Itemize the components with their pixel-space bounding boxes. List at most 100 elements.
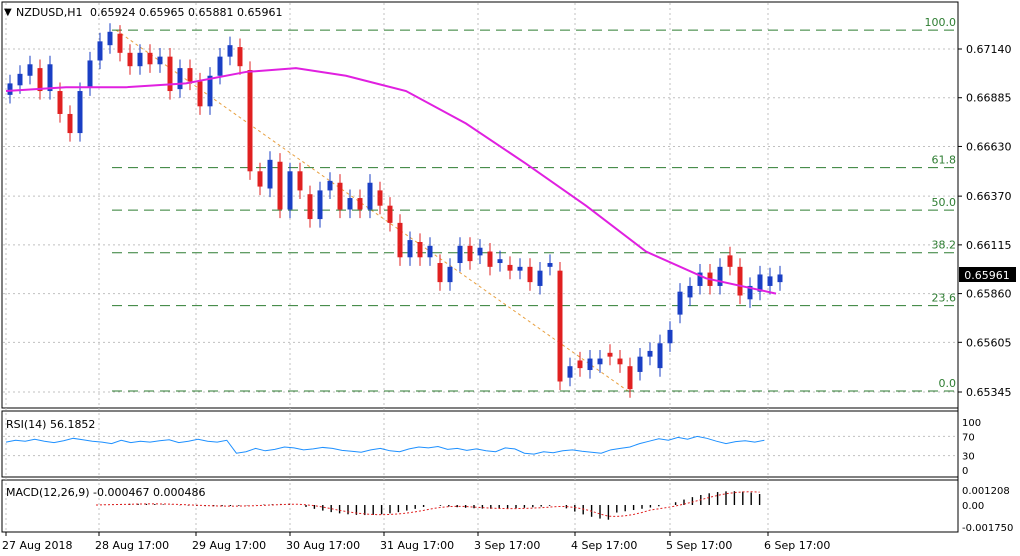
price-tick-label: 0.65345 [966,386,1012,399]
candle-body [487,251,493,267]
candle-body [417,241,423,258]
macd-signal-line [95,491,760,517]
collapse-marker-icon[interactable]: ▼ [4,7,12,18]
candle-body [337,182,343,210]
candle-body [167,56,173,92]
rsi-tick-label: 100 [962,418,981,429]
candle-body [677,291,683,315]
candle-body [757,274,763,292]
candle-body [87,60,93,88]
grid [3,3,957,531]
candle-body [307,194,313,220]
candle-body [107,31,113,46]
candle-body [507,264,513,271]
candle-body [317,190,323,220]
candle-body [157,56,163,65]
candle-body [267,159,273,189]
candle-body [147,52,153,65]
rsi-tick-label: 30 [962,452,975,463]
candle-body [747,285,753,300]
time-tick-label: 4 Sep 17:00 [571,539,637,552]
candle-body [447,266,453,283]
candle-body [207,75,213,107]
rsi-line [5,435,765,455]
fib-level-label: 100.0 [925,16,957,29]
candle-body [717,266,723,286]
candle-body [117,33,123,53]
candle-body [77,91,83,134]
candle-body [427,245,433,258]
fibonacci-retracement: 100.0 61.8 50.0 38.2 23.6 0.0 [112,16,957,392]
macd-tick-label: -0.001750 [962,523,1013,534]
current-price-box [959,267,1016,282]
candle-body [457,245,463,264]
candlestick-series [7,23,783,398]
price-tick-label: 0.65860 [966,288,1012,301]
candle-body [697,272,703,286]
candle-body [777,274,783,283]
macd-label: MACD(12,26,9) -0.000467 0.000486 [6,486,205,499]
candle-body [287,171,293,210]
candle-body [577,360,583,369]
candle-body [647,350,653,357]
candle-body [587,358,593,371]
rsi-tick-label: 70 [962,432,975,443]
axes: 0.67140 0.66885 0.66630 0.66370 0.66115 0.658… [2,43,1012,552]
time-tick-label: 31 Aug 17:00 [380,539,454,552]
symbol-label: NZDUSD,H1 [16,6,83,19]
candle-body [67,113,73,134]
price-tick-label: 0.65605 [966,336,1012,349]
candle-body [687,285,693,298]
time-tick-label: 29 Aug 17:00 [192,539,266,552]
time-tick-label: 6 Sep 17:00 [764,539,830,552]
candle-body [137,52,143,67]
candle-body [297,171,303,191]
price-tick-label: 0.66630 [966,140,1012,153]
candle-body [37,68,43,92]
candle-body [177,68,183,90]
candle-body [127,52,133,67]
candle-body [557,270,563,382]
candle-body [27,64,33,76]
rsi-label: RSI(14) 56.1852 [6,418,95,431]
candle-body [607,352,613,357]
price-tick-label: 0.66370 [966,190,1012,203]
candle-body [617,358,623,365]
candle-body [497,259,503,264]
time-tick-label: 27 Aug 2018 [2,539,72,552]
candle-body [637,356,643,372]
candle-body [537,270,543,286]
candle-body [257,171,263,187]
fib-level-label: 61.8 [932,154,957,167]
macd-indicator: 0.001208 0.00 -0.001750 [95,486,1013,534]
candle-body [477,247,483,256]
rsi-indicator: 100 70 30 0 [3,418,981,477]
candle-body [657,343,663,369]
candle-body [197,81,203,107]
fib-level-label: 23.6 [932,292,957,305]
price-tick-label: 0.67140 [966,43,1012,56]
candle-body [277,161,283,210]
candle-body [397,222,403,258]
candle-body [7,83,13,95]
candle-body [247,70,253,172]
time-tick-label: 5 Sep 17:00 [666,539,732,552]
time-tick-label: 28 Aug 17:00 [95,539,169,552]
candle-body [217,56,223,76]
candle-body [627,366,633,390]
candle-body [597,358,603,365]
fib-level-label: 38.2 [932,239,957,252]
current-price-label: 0.65961 [964,269,1010,282]
candle-body [227,45,233,57]
candle-body [407,240,413,258]
candle-body [387,205,393,223]
fib-level-label: 0.0 [939,377,957,390]
time-tick-label: 3 Sep 17:00 [474,539,540,552]
candle-body [667,329,673,344]
candle-body [97,41,103,61]
candle-body [327,180,333,191]
candle-body [567,366,573,378]
candle-body [367,182,373,210]
